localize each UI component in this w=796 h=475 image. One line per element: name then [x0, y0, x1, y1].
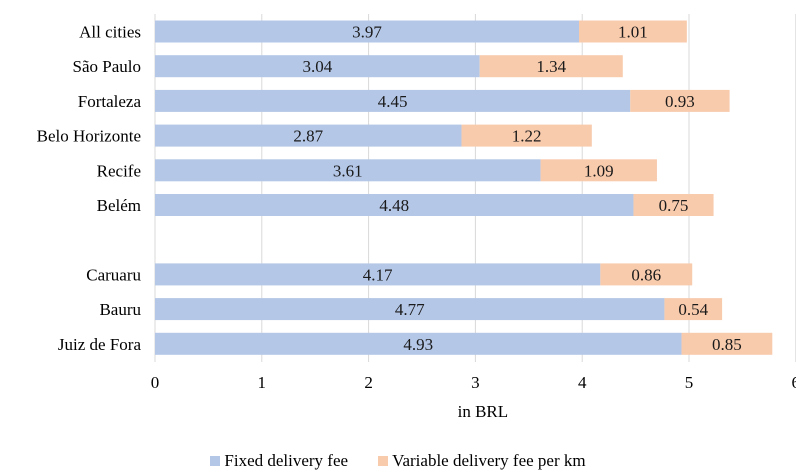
- category-label: Belém: [97, 196, 141, 215]
- bar-variable: [461, 124, 592, 147]
- bar-label-variable: 1.01: [618, 23, 648, 42]
- x-tick-label: 0: [151, 373, 160, 392]
- bar-variable: [578, 20, 687, 43]
- bar-variable: [600, 263, 693, 286]
- x-tick-labels: 0 1 2 3 4 5 6: [151, 373, 796, 392]
- bar-fixed: [155, 89, 631, 112]
- x-tick-label: 3: [471, 373, 480, 392]
- category-labels: All cities São Paulo Fortaleza Belo Horizon…: [37, 23, 142, 354]
- bar-label-fixed: 3.97: [352, 23, 382, 42]
- bar-variable: [630, 89, 730, 112]
- bar-variable: [681, 332, 773, 355]
- bar-fixed: [155, 124, 462, 147]
- category-label: Caruaru: [86, 265, 141, 284]
- legend-label-fixed: Fixed delivery fee: [224, 451, 349, 470]
- bar-variable: [479, 55, 623, 78]
- bar-label-variable: 1.34: [536, 57, 566, 76]
- category-label: Bauru: [99, 300, 141, 319]
- x-tick-label: 5: [685, 373, 694, 392]
- bar-fixed: [155, 159, 541, 182]
- category-label: Recife: [97, 161, 141, 180]
- bar-label-fixed: 4.77: [395, 300, 425, 319]
- x-tick-label: 1: [258, 373, 267, 392]
- bar-fixed: [155, 298, 665, 321]
- bar-label-fixed: 3.04: [302, 57, 332, 76]
- bar-fixed: [155, 20, 579, 43]
- bar-chart: 3.97 1.01 3.04 1.34 4.45 0.93 2.87 1.22 3.61 1.09…: [37, 14, 796, 421]
- bar-variable: [540, 159, 657, 182]
- category-label: All cities: [79, 23, 141, 42]
- bar-label-variable: 1.09: [584, 161, 614, 180]
- legend-label-variable: Variable delivery fee per km: [392, 451, 586, 470]
- bars: 3.97 1.01 3.04 1.34 4.45 0.93 2.87 1.22 3.61 1.09…: [155, 20, 773, 355]
- bar-variable: [664, 298, 723, 321]
- legend-swatch-fixed: [210, 456, 221, 466]
- bar-label-fixed: 2.87: [293, 127, 323, 146]
- category-label: Belo Horizonte: [37, 127, 141, 146]
- bar-fixed: [155, 263, 601, 286]
- bar-label-variable: 0.54: [678, 300, 708, 319]
- bar-label-variable: 0.93: [665, 92, 695, 111]
- bar-label-fixed: 3.61: [333, 161, 363, 180]
- bar-fixed: [155, 194, 634, 216]
- bar-label-variable: 1.22: [512, 127, 542, 146]
- category-label: São Paulo: [73, 57, 141, 76]
- bar-label-fixed: 4.48: [379, 196, 409, 215]
- x-tick-label: 6: [792, 373, 796, 392]
- legend: Fixed delivery fee Variable delivery fee…: [0, 448, 796, 474]
- bar-label-variable: 0.86: [631, 265, 661, 284]
- bar-fixed: [155, 55, 480, 78]
- x-tick-label: 4: [578, 373, 587, 392]
- bar-fixed: [155, 332, 682, 355]
- legend-item-fixed: Fixed delivery fee: [210, 451, 348, 471]
- bar-label-variable: 0.85: [712, 335, 742, 354]
- bar-variable: [633, 194, 714, 216]
- bar-label-fixed: 4.45: [378, 92, 408, 111]
- category-label: Juiz de Fora: [58, 335, 142, 354]
- bar-label-fixed: 4.93: [403, 335, 433, 354]
- category-label: Fortaleza: [78, 92, 142, 111]
- legend-item-variable: Variable delivery fee per km: [378, 451, 586, 471]
- bar-label-fixed: 4.17: [363, 265, 393, 284]
- x-tick-label: 2: [364, 373, 373, 392]
- bar-label-variable: 0.75: [659, 196, 689, 215]
- legend-swatch-variable: [378, 456, 389, 466]
- x-axis-title: in BRL: [458, 402, 509, 421]
